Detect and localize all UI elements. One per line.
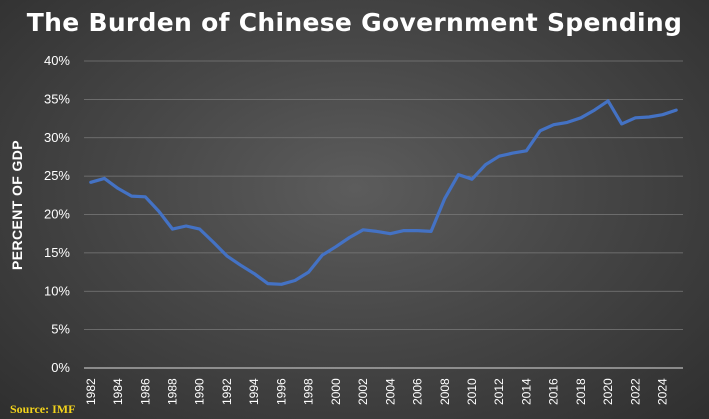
data-point: [552, 123, 555, 126]
y-tick-label: 0%: [51, 360, 70, 375]
data-point: [239, 263, 242, 267]
data-point: [307, 270, 310, 274]
x-tick-label: 1994: [247, 378, 261, 405]
data-point: [212, 240, 215, 244]
data-point: [498, 154, 501, 158]
data-point: [375, 230, 378, 233]
data-point: [566, 121, 569, 124]
data-point: [647, 115, 651, 119]
data-point: [674, 108, 678, 112]
y-tick-label: 35%: [44, 91, 70, 106]
y-tick-label: 5%: [51, 322, 70, 337]
data-point: [144, 195, 147, 199]
data-point: [443, 197, 446, 200]
data-point: [334, 245, 338, 248]
data-point: [661, 113, 664, 116]
x-tick-label: 2024: [656, 378, 670, 405]
data-point: [89, 181, 93, 184]
data-point: [606, 99, 610, 103]
x-tick-label: 2018: [574, 378, 588, 405]
data-point: [525, 149, 528, 152]
data-point: [361, 228, 365, 232]
x-tick-label: 2010: [465, 378, 479, 405]
data-point: [620, 122, 623, 126]
y-tick-label: 30%: [44, 130, 70, 145]
x-tick-label: 1988: [165, 378, 179, 405]
data-point: [280, 283, 283, 286]
x-tick-label: 2022: [628, 378, 642, 405]
data-point: [225, 254, 229, 258]
source-note: Source: IMF: [10, 402, 76, 416]
x-tick-label: 2008: [438, 378, 452, 405]
y-tick-label: 15%: [44, 245, 70, 260]
data-point: [171, 227, 174, 231]
data-point: [538, 129, 542, 133]
x-tick-label: 1984: [111, 378, 125, 405]
data-point: [103, 177, 106, 180]
x-tick-label: 2000: [329, 378, 343, 405]
x-tick-label: 1996: [274, 378, 288, 405]
chart-title: The Burden of Chinese Government Spendin…: [26, 8, 683, 37]
data-point: [593, 108, 596, 112]
y-tick-label: 10%: [44, 283, 70, 298]
data-point: [348, 236, 351, 239]
data-point: [484, 163, 487, 166]
data-point: [116, 187, 120, 190]
data-point: [266, 282, 269, 285]
data-point: [511, 151, 515, 155]
x-tick-label: 2016: [547, 378, 561, 405]
data-point: [579, 116, 583, 119]
data-point: [429, 230, 433, 233]
data-point: [634, 116, 637, 119]
data-point: [198, 227, 201, 231]
x-tick-label: 2014: [519, 378, 533, 405]
data-point: [402, 229, 406, 232]
y-tick-label: 25%: [44, 168, 70, 183]
x-tick-label: 1998: [302, 378, 316, 405]
data-point: [157, 210, 161, 213]
data-point: [389, 232, 392, 235]
x-tick-label: 1990: [193, 378, 207, 405]
y-tick-label: 20%: [44, 207, 70, 222]
data-point: [184, 224, 188, 228]
data-point: [321, 253, 324, 257]
x-tick-label: 1992: [220, 378, 234, 405]
x-tick-label: 2020: [601, 378, 615, 405]
data-point: [130, 194, 133, 198]
x-tick-label: 2012: [492, 378, 506, 405]
data-point: [470, 177, 474, 181]
series-line-government-spending: [89, 99, 678, 286]
data-point: [252, 272, 256, 275]
x-tick-label: 2004: [383, 378, 397, 405]
data-point: [457, 173, 460, 176]
x-tick-label: 2006: [411, 378, 425, 405]
data-point: [293, 279, 297, 282]
x-tick-label: 1986: [138, 378, 152, 405]
data-point: [416, 229, 419, 232]
y-tick-label: 40%: [44, 53, 70, 68]
x-tick-label: 2002: [356, 378, 370, 405]
x-tick-label: 1982: [84, 378, 98, 405]
